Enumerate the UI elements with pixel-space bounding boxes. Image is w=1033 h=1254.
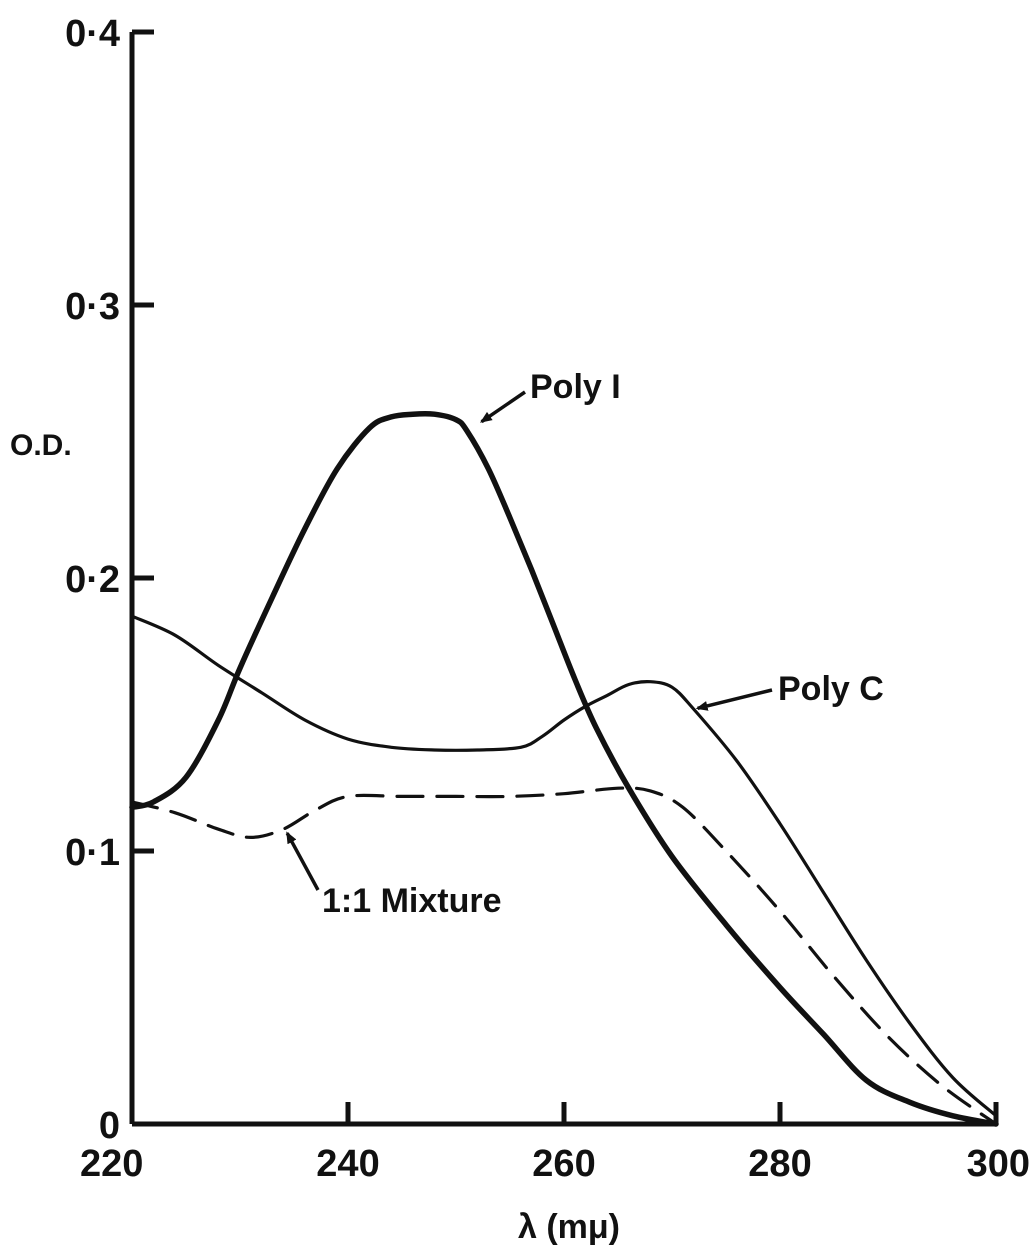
series-line-poly-c — [130, 614, 998, 1118]
x-axis-title: λ (mμ) — [518, 1208, 620, 1246]
y-tick-label: 0·1 — [65, 832, 120, 874]
x-tick-label: 280 — [748, 1143, 811, 1185]
series-line-1-1-mixture — [130, 786, 998, 1126]
annotation-arrow-poly-c — [695, 688, 773, 711]
axes-layer: 0 0·1 0·2 0·3 0·4 220 240 260 280 300 O.D. λ (mμ) — [10, 13, 1030, 1246]
annotation-label-poly-i: Poly I — [530, 368, 621, 406]
series-layer — [129, 410, 999, 1127]
y-tick-label: 0·2 — [65, 559, 120, 601]
y-tick-label: 0·4 — [65, 13, 120, 55]
series-line-poly-i — [129, 410, 999, 1127]
x-tick-label: 260 — [532, 1143, 595, 1185]
x-tick-label: 220 — [80, 1143, 143, 1185]
x-tick-label: 300 — [967, 1143, 1030, 1185]
annotation-label-1-1-mixture: 1:1 Mixture — [322, 882, 502, 920]
annotation-layer: Poly I Poly C 1:1 Mixture — [285, 368, 884, 920]
y-tick-label: 0·3 — [65, 286, 120, 328]
y-axis-title: O.D. — [10, 429, 72, 462]
annotation-arrow-poly-i — [479, 390, 526, 424]
annotation-label-poly-c: Poly C — [778, 670, 884, 708]
y-tick-label: 0 — [99, 1105, 120, 1147]
annotation-arrow-1-1-mixture — [285, 831, 320, 891]
x-tick-label: 240 — [316, 1143, 379, 1185]
